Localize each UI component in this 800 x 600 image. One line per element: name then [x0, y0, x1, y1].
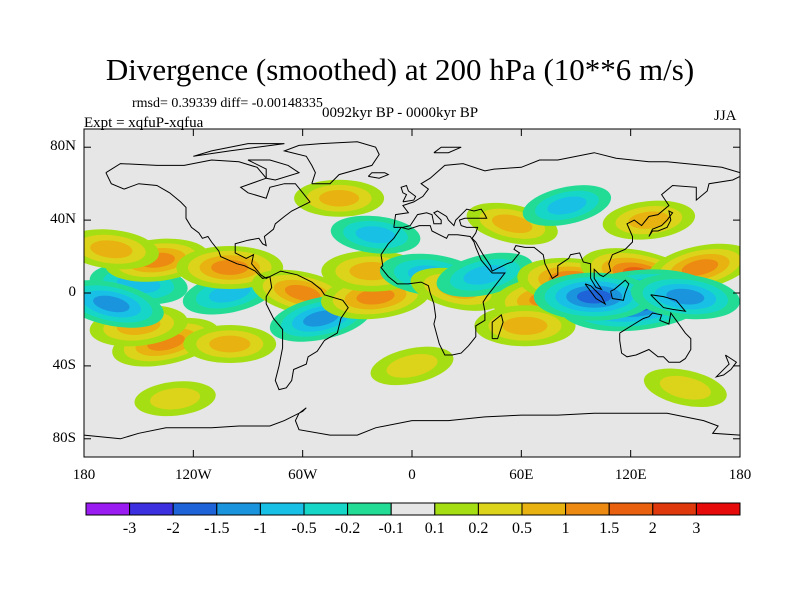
- experiment-label: Expt = xqfuP-xqfua: [84, 115, 204, 131]
- x-tick-label: 60W: [288, 467, 318, 483]
- anomaly-contour: [150, 387, 201, 410]
- anomaly-region-4: [84, 280, 164, 328]
- colorbar-swatch: [216, 502, 261, 516]
- colorbar-swatch: [390, 502, 436, 516]
- anomaly-region-29: [643, 368, 727, 407]
- colorbar-swatch: [303, 502, 349, 516]
- x-tick-label: 60E: [509, 467, 534, 483]
- colorbar-swatch: [477, 502, 523, 516]
- anomaly-region-27: [294, 179, 385, 217]
- anomaly-contour: [319, 190, 360, 207]
- coastline-arctic-islands: [193, 143, 285, 157]
- y-tick-label: 40N: [50, 211, 76, 228]
- coastline-europe-asia: [393, 152, 740, 291]
- anomaly-region-31: [134, 381, 216, 417]
- anomaly-contour: [681, 259, 719, 276]
- colorbar-swatch: [608, 502, 654, 516]
- coastline-uk: [400, 184, 417, 203]
- period-label: 0092kyr BP - 0000kyr BP: [322, 105, 479, 121]
- colorbar-swatch: [85, 502, 131, 516]
- coastline-madagascar: [491, 314, 504, 340]
- coastline-iceland: [367, 172, 390, 179]
- colorbar-label: 0.5: [512, 520, 532, 537]
- colorbar-label: 0.1: [424, 520, 445, 537]
- colorbar-label: -0.5: [291, 520, 317, 537]
- coastline-japan: [648, 210, 674, 237]
- colorbar-swatch: [434, 502, 479, 516]
- coastline-borneo: [610, 279, 630, 301]
- coastline-sumatra: [584, 283, 607, 306]
- anomaly-contour: [284, 284, 321, 302]
- anomaly-contour: [355, 226, 396, 244]
- coastline-new-guinea: [650, 294, 687, 312]
- colorbar-label: 1.5: [599, 520, 620, 537]
- colorbar-label: 1: [561, 520, 570, 537]
- anomaly-region-28: [330, 215, 421, 254]
- x-tick-label: 120W: [174, 467, 212, 483]
- anomaly-region-8: [84, 229, 159, 270]
- y-tick-label: 80S: [52, 429, 76, 446]
- colorbar-label: -0.2: [334, 520, 361, 537]
- coastline-svalbard: [433, 146, 462, 154]
- anomaly-region-25: [522, 185, 612, 226]
- anomaly-contour: [211, 259, 249, 275]
- anomaly-contour: [502, 316, 548, 335]
- colorbar-swatch: [652, 502, 697, 516]
- anomaly-region-26: [602, 200, 696, 240]
- colorbar-swatch: [565, 502, 610, 516]
- anomaly-region-17: [474, 305, 576, 347]
- anomaly-contour: [303, 310, 339, 327]
- anomaly-region-2: [183, 325, 277, 364]
- anomaly-region-30: [370, 346, 454, 386]
- coastline-new-zealand: [714, 354, 738, 378]
- anomaly-contour: [547, 196, 587, 215]
- season-label: JJA: [714, 108, 737, 124]
- map-title: Divergence (smoothed) at 200 hPa (10**6 …: [105, 52, 695, 87]
- colorbar-label: 2: [648, 520, 657, 537]
- colorbar-label: -2: [166, 520, 180, 537]
- anomaly-contour: [491, 214, 533, 234]
- stats-text: rmsd= 0.39339 diff= -0.00148335: [132, 96, 323, 111]
- coastline-south-america: [265, 270, 349, 391]
- anomaly-contour: [356, 288, 395, 305]
- anomaly-contour: [386, 354, 438, 378]
- colorbar-label: -1: [253, 520, 268, 537]
- anomaly-contour: [93, 295, 130, 313]
- x-tick-label: 180: [728, 467, 752, 483]
- anomaly-contour: [628, 211, 670, 229]
- anomaly-contour: [209, 335, 251, 353]
- y-tick-label: 40S: [52, 356, 76, 373]
- coastline-antarctica: [84, 407, 740, 440]
- colorbar-label: 3: [692, 520, 701, 537]
- anomaly-region-22: [533, 272, 655, 321]
- anomaly-contour: [659, 375, 711, 400]
- colorbar-swatch: [347, 502, 392, 516]
- colorbar-swatch: [521, 502, 567, 516]
- colorbar-swatch: [695, 502, 741, 516]
- x-tick-label: 120E: [614, 467, 647, 483]
- y-tick-label: 80N: [50, 138, 76, 155]
- colorbar-label: -3: [122, 520, 137, 537]
- colorbar-swatch: [129, 502, 174, 516]
- colorbar-label: -0.1: [378, 520, 404, 537]
- x-tick-label: 180: [72, 467, 96, 483]
- coastline-baffin: [247, 159, 301, 181]
- coastline-australia: [619, 311, 692, 363]
- colorbar-label: -1.5: [204, 520, 230, 537]
- coastline-north-america: [105, 159, 311, 279]
- colorbar-label: 0.2: [468, 520, 489, 537]
- colorbar-swatch: [172, 502, 218, 516]
- x-tick-label: 0: [408, 467, 416, 483]
- coastline-greenland: [282, 141, 380, 185]
- colorbar-swatch: [259, 502, 305, 516]
- coastline-africa: [380, 225, 506, 356]
- anomaly-contour: [90, 240, 133, 259]
- y-tick-label: 0: [68, 284, 77, 300]
